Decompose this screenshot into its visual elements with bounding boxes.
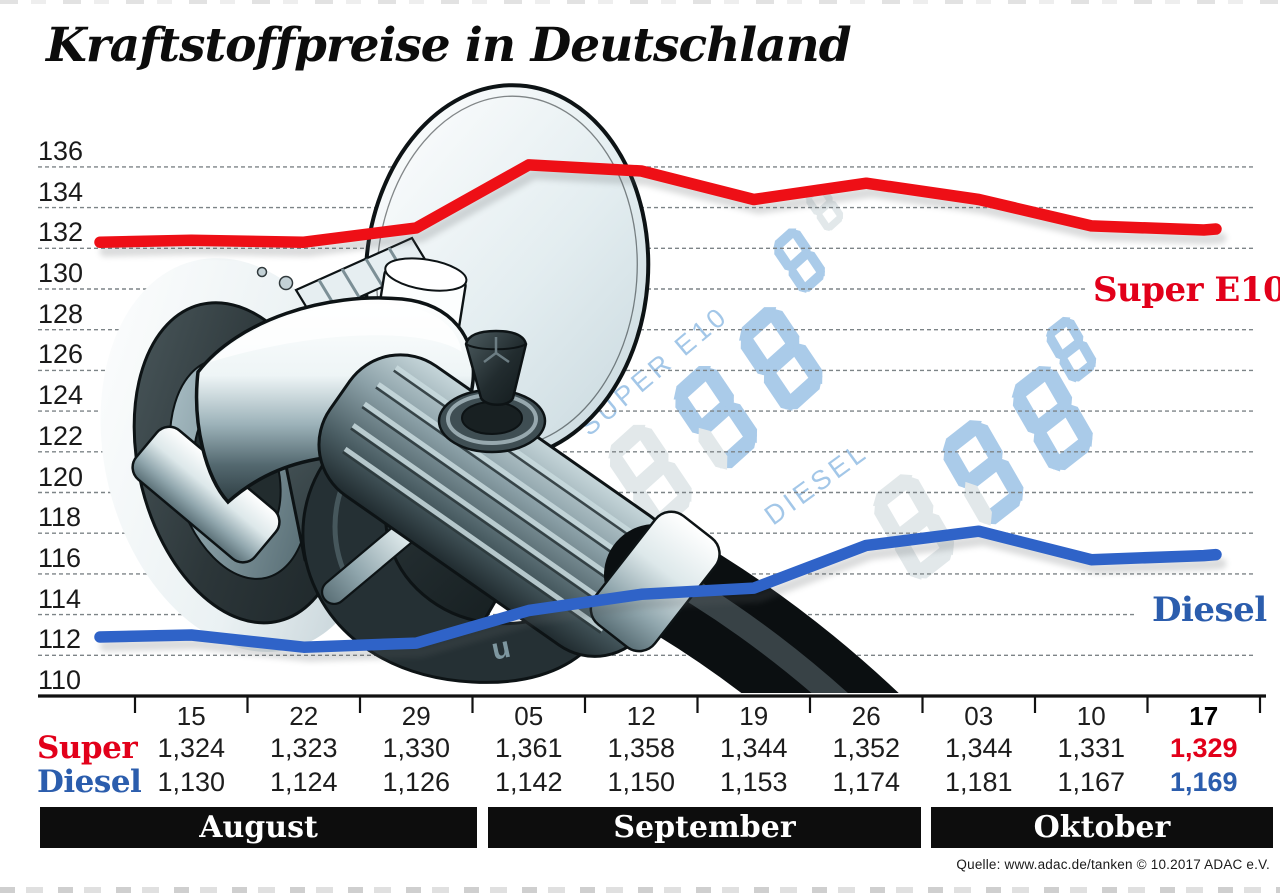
table-cell: 1,169 bbox=[1169, 767, 1238, 797]
date-label: 05 bbox=[514, 701, 544, 731]
date-label: 15 bbox=[176, 701, 206, 731]
row-label-diesel: Diesel bbox=[37, 764, 142, 800]
screw-dot bbox=[278, 275, 294, 291]
table-cell: 1,323 bbox=[269, 733, 338, 763]
table-cell: 1,330 bbox=[382, 733, 451, 763]
series-label-diesel: Diesel bbox=[1152, 590, 1267, 630]
date-label: 19 bbox=[739, 701, 769, 731]
table-cell: 1,174 bbox=[832, 767, 901, 797]
date-label: 03 bbox=[964, 701, 994, 731]
y-tick-label: 134 bbox=[38, 176, 84, 207]
month-bar-august: August bbox=[40, 807, 477, 848]
date-label: 10 bbox=[1076, 701, 1106, 731]
table-cell: 1,358 bbox=[607, 733, 676, 763]
table-cell: 1,150 bbox=[607, 767, 676, 797]
month-bar-oktober: Oktober bbox=[931, 807, 1273, 848]
y-tick-label: 118 bbox=[38, 502, 82, 533]
date-label: 26 bbox=[851, 701, 881, 731]
table-cell: 1,361 bbox=[494, 733, 563, 763]
table-cell: 1,344 bbox=[944, 733, 1013, 763]
date-label: 17 bbox=[1189, 701, 1219, 731]
y-tick-label: 136 bbox=[38, 135, 84, 166]
y-tick-label: 122 bbox=[38, 420, 84, 451]
table-cell: 1,181 bbox=[944, 767, 1013, 797]
y-tick-label: 128 bbox=[38, 298, 84, 329]
table-cell: 1,130 bbox=[157, 767, 226, 797]
line-super-e10 bbox=[94, 159, 1222, 248]
table-cell: 1,142 bbox=[494, 767, 563, 797]
table-cell: 1,124 bbox=[269, 767, 338, 797]
page-title: Kraftstoffpreise in Deutschland bbox=[46, 18, 852, 73]
table-cell: 1,331 bbox=[1057, 733, 1126, 763]
table-cell: 1,344 bbox=[719, 733, 788, 763]
y-tick-label: 110 bbox=[38, 665, 82, 695]
y-tick-label: 124 bbox=[38, 380, 84, 411]
series-lines bbox=[94, 159, 1227, 662]
y-tick-label: 114 bbox=[38, 583, 82, 614]
series-label-super: Super E10 bbox=[1093, 270, 1280, 310]
date-label: 12 bbox=[626, 701, 656, 731]
x-axis bbox=[38, 694, 1266, 713]
watermark-label: DIESEL bbox=[759, 436, 874, 531]
table-cell: 1,153 bbox=[719, 767, 788, 797]
table-cell: 1,352 bbox=[832, 733, 901, 763]
y-tick-label: 126 bbox=[38, 339, 84, 370]
table-cell: 1,167 bbox=[1057, 767, 1126, 797]
y-tick-label: 116 bbox=[38, 542, 82, 573]
vapor-knob bbox=[437, 329, 547, 454]
date-label: 29 bbox=[401, 701, 431, 731]
table-cell: 1,126 bbox=[382, 767, 451, 797]
line-diesel bbox=[94, 525, 1222, 653]
source-credit: Quelle: www.adac.de/tanken © 10.2017 ADA… bbox=[956, 857, 1270, 872]
row-label-super: Super bbox=[37, 730, 138, 766]
y-tick-label: 132 bbox=[38, 217, 84, 248]
y-tick-label: 120 bbox=[38, 461, 84, 492]
month-bar-september: September bbox=[488, 807, 921, 848]
screw-dot bbox=[256, 266, 268, 278]
y-tick-label: 130 bbox=[38, 258, 84, 288]
date-label: 22 bbox=[289, 701, 319, 731]
nozzle-body-highlight bbox=[210, 303, 462, 362]
y-tick-label: 112 bbox=[38, 624, 82, 655]
table-cell: 1,324 bbox=[157, 733, 226, 763]
table-cell: 1,329 bbox=[1169, 733, 1238, 763]
